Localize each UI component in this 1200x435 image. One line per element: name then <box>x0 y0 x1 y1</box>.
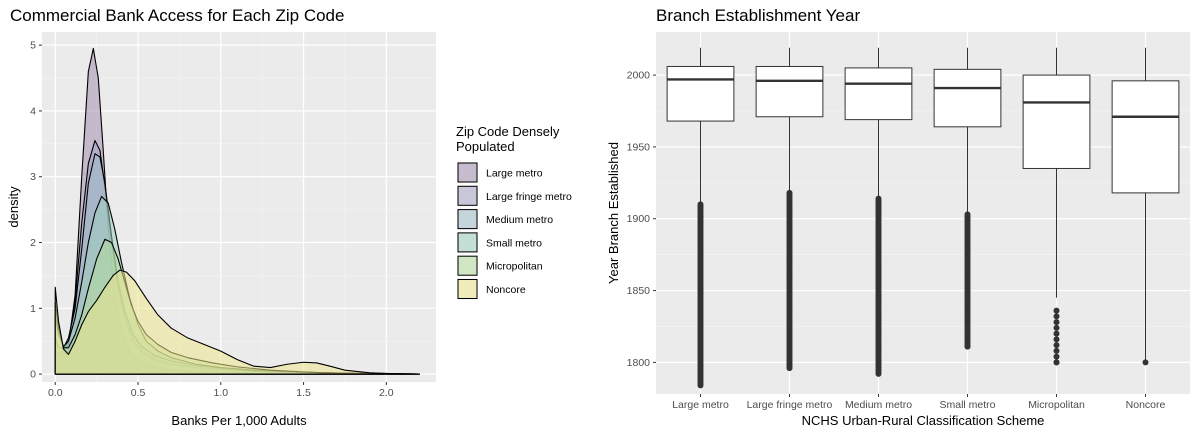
chart-title: Commercial Bank Access for Each Zip Code <box>10 6 344 25</box>
box-3 <box>933 68 1002 128</box>
outlier-point <box>875 370 882 377</box>
x-tick-label: Medium metro <box>845 399 912 411</box>
y-tick-label: 1850 <box>627 285 651 297</box>
outlier-point <box>1053 342 1060 349</box>
density-area-5 <box>54 269 420 375</box>
outlier-point <box>1053 307 1060 314</box>
outlier-point <box>1053 324 1060 331</box>
outlier-point <box>1053 319 1060 326</box>
legend-title: Zip Code Densely <box>456 124 560 139</box>
legend-swatch-4 <box>457 255 478 276</box>
outlier-point <box>1053 336 1060 343</box>
plot-panel <box>656 32 1190 394</box>
density-chart: Commercial Bank Access for Each Zip Code… <box>6 6 572 428</box>
chart-title: Branch Establishment Year <box>656 6 860 25</box>
x-tick-label: Small metro <box>939 399 995 411</box>
y-tick-label: 2 <box>30 237 36 249</box>
x-tick-label: 1.5 <box>296 387 311 399</box>
x-tick-label: Large metro <box>672 399 729 411</box>
box-2 <box>844 67 913 121</box>
box-0 <box>666 65 735 122</box>
outlier-point <box>1053 313 1060 320</box>
legend-swatch-2 <box>457 209 478 230</box>
x-tick-label: 0.0 <box>48 387 63 399</box>
legend-swatch-5 <box>457 279 478 299</box>
x-axis-title: NCHS Urban-Rural Classification Scheme <box>802 413 1045 428</box>
y-tick-label: 1900 <box>627 213 651 225</box>
x-tick-label: Micropolitan <box>1028 399 1085 411</box>
y-tick-label: 4 <box>30 105 36 117</box>
box-5 <box>1111 80 1180 194</box>
y-tick-label: 1950 <box>627 141 651 153</box>
legend-label-0: Large metro <box>486 168 543 180</box>
y-tick-label: 5 <box>30 40 36 52</box>
legend-swatch-0 <box>457 162 478 183</box>
legend-title: Populated <box>456 139 515 154</box>
outlier-point <box>1053 330 1060 337</box>
x-tick-label: 2.0 <box>379 387 394 399</box>
outlier-point <box>786 365 793 372</box>
y-axis-title: Year Branch Established <box>606 142 621 284</box>
outlier-point <box>1053 347 1060 354</box>
legend-swatch-3 <box>457 232 478 253</box>
outlier-point <box>1053 353 1060 360</box>
box-1 <box>755 65 824 118</box>
box-4 <box>1022 74 1091 169</box>
outlier-point <box>964 343 971 350</box>
x-tick-label: Large fringe metro <box>747 399 833 411</box>
y-tick-label: 0 <box>30 369 36 381</box>
legend-label-3: Small metro <box>486 237 542 249</box>
x-axis-title: Banks Per 1,000 Adults <box>171 413 307 428</box>
y-tick-label: 1 <box>30 303 36 315</box>
legend-label-4: Micropolitan <box>486 261 543 273</box>
outlier-point <box>697 382 704 389</box>
y-axis-title: density <box>6 186 21 228</box>
legend-swatch-1 <box>457 185 478 206</box>
outlier-point <box>1053 359 1060 366</box>
legend-label-1: Large fringe metro <box>486 191 572 203</box>
x-tick-label: 1.0 <box>213 387 228 399</box>
x-tick-label: 0.5 <box>131 387 146 399</box>
y-tick-label: 1800 <box>627 357 651 369</box>
y-tick-label: 3 <box>30 171 36 183</box>
legend-label-2: Medium metro <box>486 214 553 226</box>
x-tick-label: Noncore <box>1126 399 1166 411</box>
y-tick-label: 2000 <box>627 70 651 82</box>
boxplot-chart: Branch Establishment Year 1800 1850 1900 195… <box>606 6 1190 428</box>
legend-label-5: Noncore <box>486 284 526 296</box>
